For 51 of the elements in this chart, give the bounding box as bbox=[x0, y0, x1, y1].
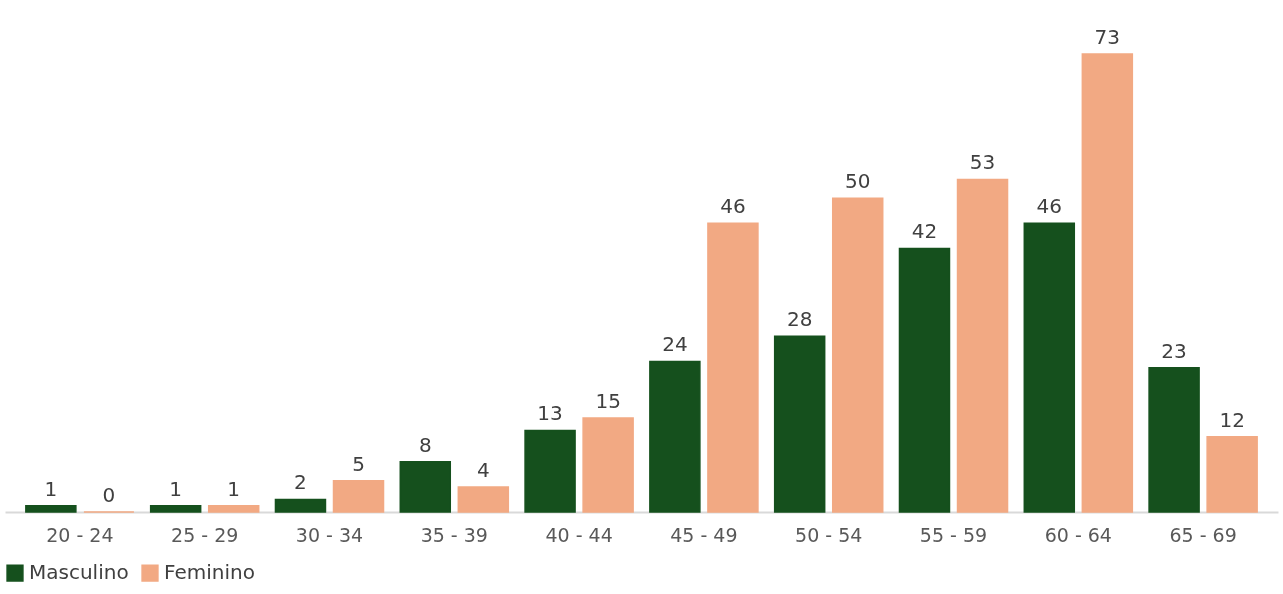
data-label: 1 bbox=[227, 476, 241, 501]
bar bbox=[149, 504, 202, 513]
x-tick-label: 35 - 39 bbox=[420, 523, 488, 546]
bar bbox=[649, 360, 701, 513]
data-label: 73 bbox=[1094, 24, 1121, 49]
legend-label: Feminino bbox=[164, 560, 255, 585]
x-tick-label: 50 - 54 bbox=[795, 523, 863, 546]
data-label: 46 bbox=[1036, 194, 1063, 219]
data-label: 2 bbox=[294, 470, 307, 495]
bar bbox=[274, 498, 327, 513]
x-tick-label: 40 - 44 bbox=[545, 523, 613, 546]
data-label: 4 bbox=[476, 457, 490, 482]
x-tick-label: 55 - 59 bbox=[919, 523, 988, 546]
x-tick-label: 20 - 24 bbox=[46, 523, 114, 546]
data-label: 0 bbox=[102, 483, 116, 507]
bar bbox=[582, 417, 634, 513]
bar bbox=[524, 429, 576, 513]
bar bbox=[1023, 222, 1076, 513]
x-tick-label: 30 - 34 bbox=[295, 523, 364, 546]
bar bbox=[1081, 53, 1134, 513]
data-label: 15 bbox=[595, 388, 621, 413]
x-tick-label: 65 - 69 bbox=[1169, 523, 1237, 546]
data-label: 1 bbox=[44, 476, 58, 501]
data-label: 24 bbox=[662, 332, 688, 357]
x-tick-label: 45 - 49 bbox=[670, 523, 738, 546]
data-label: 28 bbox=[786, 307, 813, 332]
bar bbox=[1148, 366, 1200, 513]
bar bbox=[707, 222, 759, 513]
bar bbox=[399, 461, 452, 513]
bar bbox=[25, 504, 77, 513]
x-tick-label: 60 - 64 bbox=[1044, 523, 1112, 546]
data-label: 23 bbox=[1161, 338, 1187, 363]
bar bbox=[956, 178, 1009, 513]
bar bbox=[207, 504, 260, 513]
data-label: 50 bbox=[845, 169, 871, 194]
data-label: 46 bbox=[720, 194, 746, 219]
data-label: 53 bbox=[969, 150, 996, 175]
bar bbox=[457, 486, 510, 513]
data-label: 13 bbox=[537, 401, 563, 426]
bar bbox=[831, 197, 884, 513]
data-label: 5 bbox=[352, 451, 365, 476]
legend-label: Masculino bbox=[29, 560, 129, 585]
data-label: 42 bbox=[911, 219, 938, 244]
data-label: 12 bbox=[1219, 407, 1245, 432]
x-tick-label: 25 - 29 bbox=[171, 523, 239, 546]
bar bbox=[332, 479, 385, 513]
data-label: 8 bbox=[418, 432, 432, 457]
bar bbox=[1206, 435, 1258, 513]
data-label: 1 bbox=[169, 476, 183, 501]
bar bbox=[773, 335, 826, 513]
bar bbox=[898, 247, 951, 513]
